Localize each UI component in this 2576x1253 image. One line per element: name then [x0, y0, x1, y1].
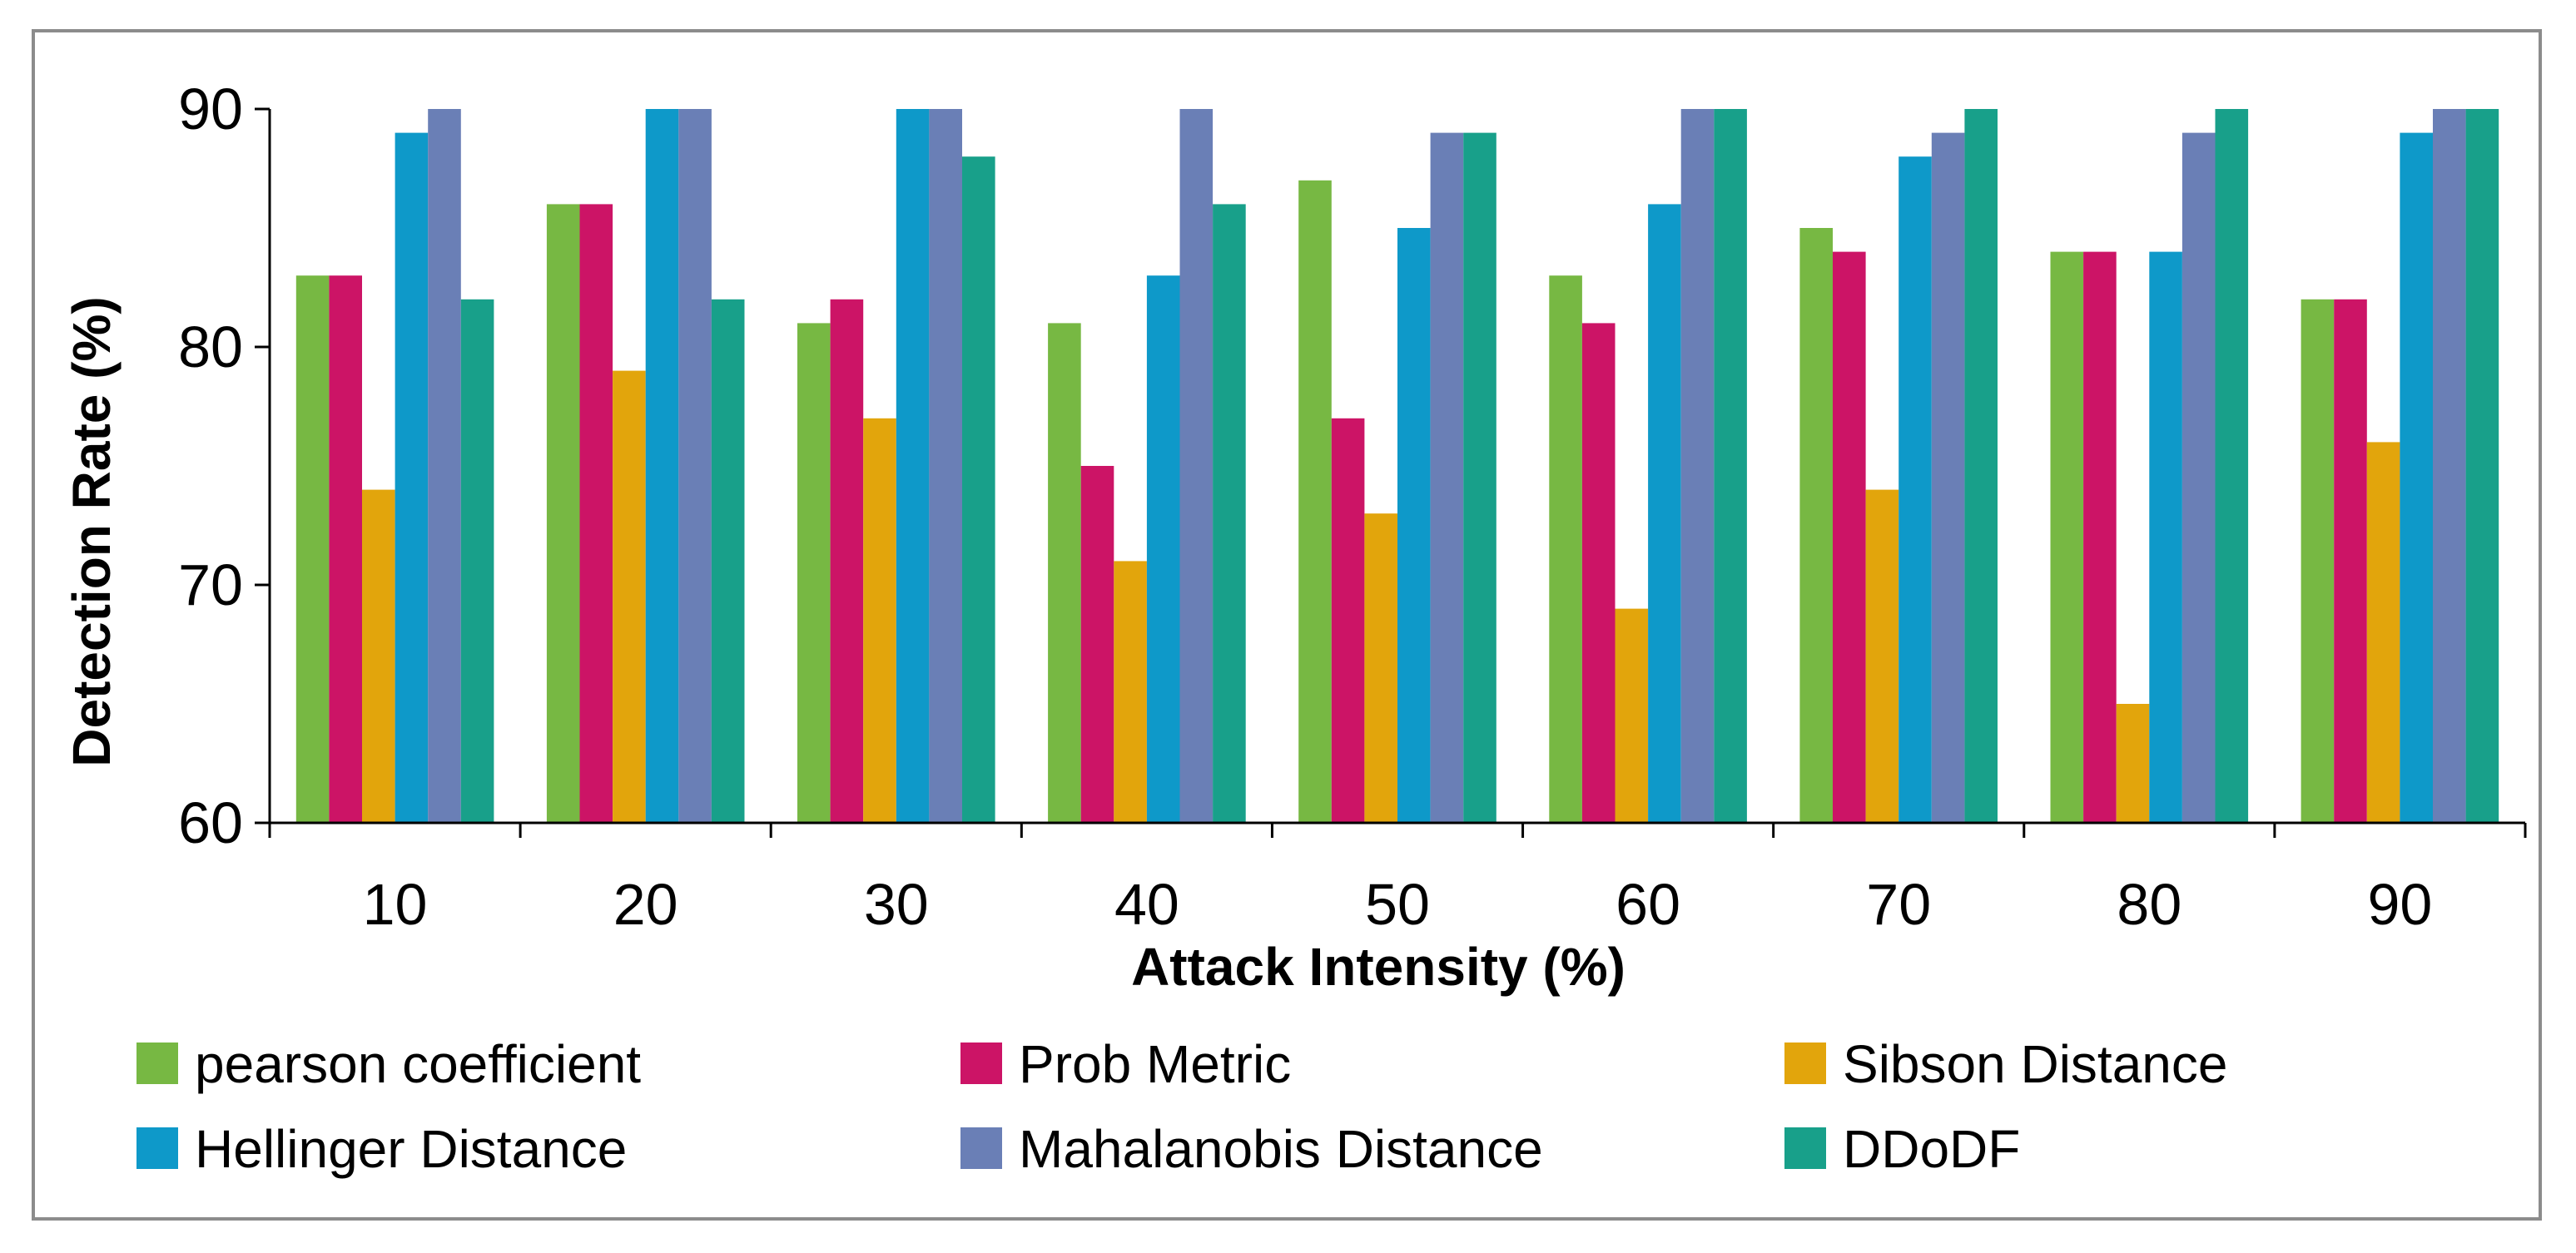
bar-mahalanobis-distance-10	[428, 109, 461, 823]
legend-swatch-ddodf	[1784, 1127, 1826, 1169]
bar-mahalanobis-distance-30	[929, 109, 962, 823]
bar-mahalanobis-distance-20	[678, 109, 712, 823]
bar-ddodf-40	[1213, 204, 1246, 823]
bar-pearson-coefficient-30	[797, 323, 831, 823]
bar-pearson-coefficient-60	[1549, 275, 1582, 823]
bar-sibson-distance-40	[1114, 561, 1147, 823]
y-tick-label-60: 60	[178, 790, 243, 855]
y-axis-title: Detection Rate (%)	[62, 296, 122, 766]
bar-ddodf-60	[1714, 109, 1747, 823]
bar-prob-metric-50	[1331, 418, 1365, 823]
x-tick-label-30: 30	[864, 872, 929, 937]
legend-swatch-hellinger-distance	[136, 1127, 178, 1169]
bar-ddodf-10	[460, 299, 494, 823]
bar-ddodf-80	[2215, 109, 2249, 823]
bar-prob-metric-70	[1833, 251, 1866, 824]
x-tick-label-80: 80	[2117, 872, 2181, 937]
x-axis-title: Attack Intensity (%)	[1131, 937, 1626, 997]
bar-chart: 60 70 80 90 10 20 30 40 50 60 70 80 90 Detection Rat…	[62, 77, 2527, 1179]
bar-mahalanobis-distance-50	[1430, 132, 1464, 824]
legend-label-pearson-coefficient: pearson coefficient	[195, 1034, 641, 1094]
chart-frame: 60 70 80 90 10 20 30 40 50 60 70 80 90 Detection Rat…	[32, 29, 2542, 1221]
bar-sibson-distance-60	[1615, 608, 1649, 823]
bar-prob-metric-90	[2334, 299, 2367, 823]
bar-sibson-distance-90	[2366, 442, 2400, 823]
x-tick-label-10: 10	[363, 872, 428, 937]
bar-sibson-distance-30	[863, 418, 896, 823]
bar-mahalanobis-distance-90	[2433, 109, 2466, 823]
x-tick-label-50: 50	[1365, 872, 1430, 937]
bar-hellinger-distance-20	[645, 109, 679, 823]
bar-hellinger-distance-90	[2400, 132, 2433, 824]
bar-hellinger-distance-30	[896, 109, 930, 823]
bar-mahalanobis-distance-60	[1680, 109, 1715, 823]
bar-sibson-distance-70	[1865, 489, 1899, 823]
y-tick-label-90: 90	[178, 77, 243, 141]
x-tick-label-20: 20	[613, 872, 678, 937]
bar-hellinger-distance-70	[1898, 156, 1932, 823]
bar-pearson-coefficient-40	[1048, 323, 1081, 823]
bar-hellinger-distance-10	[395, 132, 429, 824]
bar-prob-metric-80	[2083, 251, 2117, 824]
x-tick-label-90: 90	[2368, 872, 2433, 937]
bar-mahalanobis-distance-80	[2181, 132, 2216, 824]
bar-pearson-coefficient-90	[2301, 299, 2335, 823]
bar-hellinger-distance-80	[2149, 251, 2182, 824]
bar-mahalanobis-distance-40	[1179, 109, 1214, 823]
bar-prob-metric-30	[830, 299, 864, 823]
bar-ddodf-70	[1964, 109, 1998, 823]
bar-sibson-distance-50	[1364, 513, 1397, 823]
bar-pearson-coefficient-70	[1799, 228, 1833, 823]
bar-sibson-distance-80	[2116, 704, 2150, 823]
bar-hellinger-distance-60	[1648, 204, 1681, 823]
x-tick-label-40: 40	[1114, 872, 1179, 937]
bar-sibson-distance-10	[362, 489, 395, 823]
bar-sibson-distance-20	[613, 370, 646, 824]
legend-swatch-pearson-coefficient	[136, 1043, 178, 1084]
bar-ddodf-90	[2465, 109, 2499, 823]
bar-pearson-coefficient-80	[2050, 251, 2084, 824]
y-tick-label-70: 70	[178, 552, 243, 617]
bar-hellinger-distance-40	[1146, 275, 1180, 823]
bar-ddodf-50	[1463, 132, 1496, 824]
legend-label-sibson-distance: Sibson Distance	[1843, 1034, 2227, 1094]
bar-prob-metric-10	[329, 275, 362, 823]
x-tick-label-60: 60	[1616, 872, 1680, 937]
bar-prob-metric-60	[1581, 323, 1616, 823]
bar-ddodf-20	[711, 299, 745, 823]
y-tick-label-80: 80	[178, 314, 243, 379]
legend: pearson coefficient Prob Metric Sibson Dis…	[136, 1034, 2227, 1179]
bar-ddodf-30	[962, 156, 995, 823]
bar-mahalanobis-distance-70	[1931, 132, 1965, 824]
legend-label-hellinger-distance: Hellinger Distance	[195, 1119, 627, 1179]
bar-pearson-coefficient-50	[1298, 180, 1332, 824]
bar-pearson-coefficient-20	[546, 204, 580, 823]
legend-swatch-mahalanobis-distance	[960, 1127, 1002, 1169]
legend-label-prob-metric: Prob Metric	[1019, 1034, 1291, 1094]
bars-layer	[295, 109, 2499, 824]
bar-prob-metric-40	[1080, 466, 1114, 823]
axes-layer: 60 70 80 90 10 20 30 40 50 60 70 80 90	[178, 77, 2527, 937]
legend-swatch-prob-metric	[960, 1043, 1002, 1084]
bar-pearson-coefficient-10	[295, 275, 330, 823]
x-tick-label-70: 70	[1866, 872, 1931, 937]
bar-hellinger-distance-50	[1397, 228, 1431, 823]
legend-label-mahalanobis-distance: Mahalanobis Distance	[1019, 1119, 1543, 1179]
legend-swatch-sibson-distance	[1784, 1043, 1826, 1084]
legend-label-ddodf: DDoDF	[1843, 1119, 2020, 1179]
bar-prob-metric-20	[579, 204, 613, 823]
